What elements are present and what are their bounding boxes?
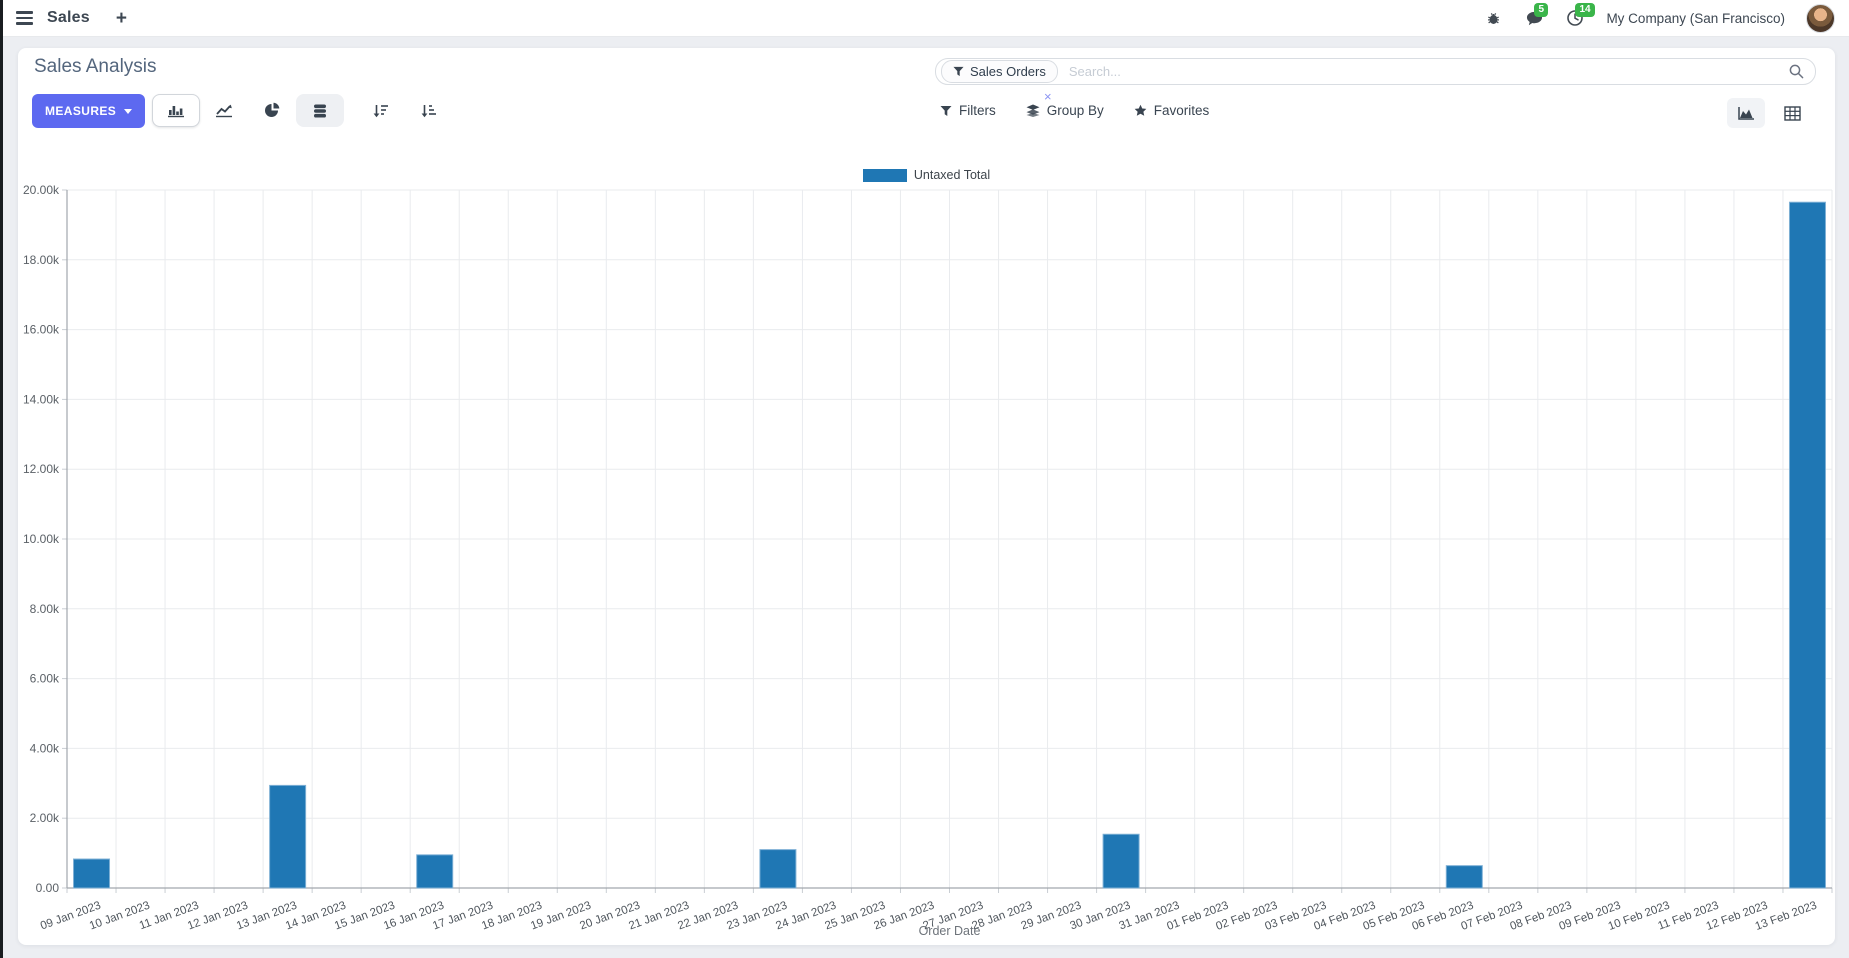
company-switcher[interactable]: My Company (San Francisco) — [1606, 10, 1785, 26]
app-name[interactable]: Sales — [47, 9, 90, 26]
favorites-dropdown[interactable]: Favorites — [1134, 103, 1209, 118]
pie-chart-icon — [264, 102, 279, 117]
stacked-toggle-button[interactable] — [296, 94, 344, 127]
pivot-view-button[interactable] — [1773, 98, 1811, 128]
apps-menu-icon[interactable] — [16, 11, 33, 25]
star-icon — [1134, 104, 1147, 116]
search-options-bar: Filters Group By Favorites — [940, 94, 1209, 127]
bar-09 Jan 2023[interactable] — [73, 858, 111, 889]
messages-count-badge: 5 — [1534, 3, 1548, 17]
bar-chart-button[interactable] — [152, 94, 200, 127]
pie-chart-button[interactable] — [248, 94, 296, 127]
sort-descending-icon — [373, 104, 388, 117]
y-tick-label: 16.00k — [23, 323, 60, 337]
bar-chart-icon — [168, 105, 184, 117]
search-facet-sales-orders[interactable]: Sales Orders — [941, 60, 1058, 83]
bar-23 Jan 2023[interactable] — [759, 849, 797, 889]
y-tick-label: 12.00k — [23, 462, 60, 476]
chart-type-toolbar — [152, 94, 452, 127]
messages-icon[interactable]: 5 — [1524, 3, 1548, 28]
stacked-database-icon — [314, 104, 326, 117]
filter-funnel-icon — [953, 66, 964, 77]
sort-ascending-button[interactable] — [404, 94, 452, 127]
bar-13 Jan 2023[interactable] — [269, 784, 307, 889]
x-axis-title: Order Date — [918, 924, 981, 938]
line-chart-button[interactable] — [200, 94, 248, 127]
y-tick-label: 0.00 — [36, 881, 60, 895]
search-bar[interactable]: Sales Orders — [935, 58, 1816, 85]
bar-16 Jan 2023[interactable] — [416, 854, 454, 889]
window-left-edge — [0, 0, 3, 958]
layers-icon — [1026, 104, 1040, 117]
search-facet-label: Sales Orders — [970, 64, 1046, 79]
activities-count-badge: 14 — [1575, 3, 1595, 17]
sort-ascending-icon — [421, 104, 436, 117]
y-tick-label: 18.00k — [23, 253, 60, 267]
y-tick-label: 14.00k — [23, 392, 60, 406]
bar-30 Jan 2023[interactable] — [1102, 833, 1140, 889]
new-tab-button[interactable]: + — [115, 7, 127, 29]
bar-13 Feb 2023[interactable] — [1788, 201, 1826, 889]
debug-bug-icon[interactable] — [1483, 8, 1503, 28]
y-tick-label: 10.00k — [23, 532, 60, 546]
activities-clock-icon[interactable]: 14 — [1565, 3, 1595, 28]
search-input[interactable] — [1066, 63, 1788, 80]
sort-descending-button[interactable] — [356, 94, 404, 127]
chart-legend[interactable]: Untaxed Total — [18, 168, 1835, 182]
graph-view-button[interactable] — [1727, 98, 1765, 128]
line-chart-icon — [216, 104, 232, 117]
y-tick-label: 4.00k — [30, 741, 60, 755]
search-icon[interactable] — [1788, 63, 1805, 80]
caret-down-icon — [124, 108, 133, 114]
area-chart-icon — [1738, 106, 1754, 120]
y-tick-label: 8.00k — [30, 602, 60, 616]
sales-bar-chart: 0.00 2.00k 4.00k 6.00k 8.00k 10.00k 12.00k 14.0… — [23, 183, 1833, 933]
pivot-table-icon — [1783, 105, 1801, 121]
action-panel: Sales Analysis Sales Orders × MEASURES — [18, 48, 1835, 945]
facet-remove-icon[interactable]: × — [1044, 89, 1052, 104]
y-tick-label: 6.00k — [30, 672, 60, 686]
user-avatar[interactable] — [1806, 3, 1835, 33]
page-title: Sales Analysis — [34, 56, 157, 77]
y-tick-label: 2.00k — [30, 811, 60, 825]
y-tick-label: 20.00k — [23, 183, 60, 197]
legend-swatch — [862, 168, 907, 182]
filter-funnel-icon — [940, 105, 952, 116]
graph-view: Untaxed Total 0.00 2.00k 4.00k 6.00k 8.00k 10… — [18, 160, 1835, 945]
bar-06 Feb 2023[interactable] — [1445, 865, 1483, 889]
filters-dropdown[interactable]: Filters — [940, 103, 996, 118]
group-by-dropdown[interactable]: Group By — [1026, 103, 1104, 118]
legend-label: Untaxed Total — [913, 168, 991, 182]
top-navbar: Sales + 5 14 My Company (San Francisco) — [3, 0, 1849, 37]
view-switcher — [1727, 98, 1811, 128]
measures-button[interactable]: MEASURES — [32, 94, 146, 128]
